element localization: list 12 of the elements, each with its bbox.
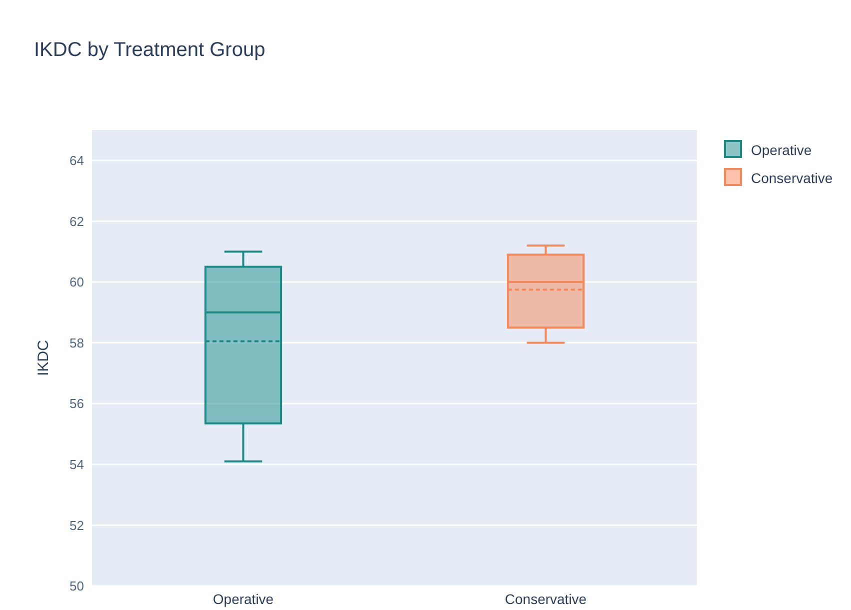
y-axis-title: IKDC — [35, 340, 52, 376]
y-tick-label: 64 — [70, 152, 84, 168]
y-tick-label: 62 — [70, 214, 84, 229]
y-tick-label: 50 — [70, 578, 84, 594]
legend-label: Conservative — [751, 170, 833, 186]
y-tick-label: 58 — [70, 335, 84, 350]
y-tick-label: 54 — [70, 456, 84, 472]
y-tick-label: 56 — [70, 396, 84, 412]
y-tick-label: 52 — [70, 518, 84, 533]
chart-title: IKDC by Treatment Group — [34, 39, 266, 61]
legend-label: Operative — [751, 142, 812, 158]
y-tick-label: 60 — [70, 274, 84, 290]
